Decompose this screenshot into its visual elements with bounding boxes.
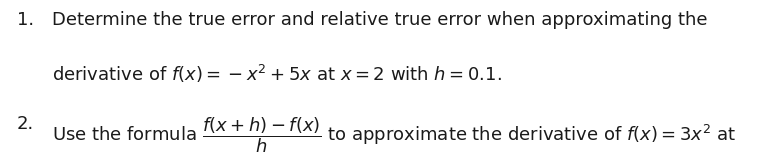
Text: 2.: 2.: [17, 115, 34, 133]
Text: Use the formula $\dfrac{f(x+h)-f(x)}{h}$ to approximate the derivative of $f(x) : Use the formula $\dfrac{f(x+h)-f(x)}{h}$…: [52, 115, 737, 155]
Text: derivative of $f(x) = -x^2 + 5x$ at $x = 2$ with $h = 0.1$.: derivative of $f(x) = -x^2 + 5x$ at $x =…: [52, 63, 502, 85]
Text: Determine the true error and relative true error when approximating the: Determine the true error and relative tr…: [52, 11, 708, 29]
Text: 1.: 1.: [17, 11, 34, 29]
